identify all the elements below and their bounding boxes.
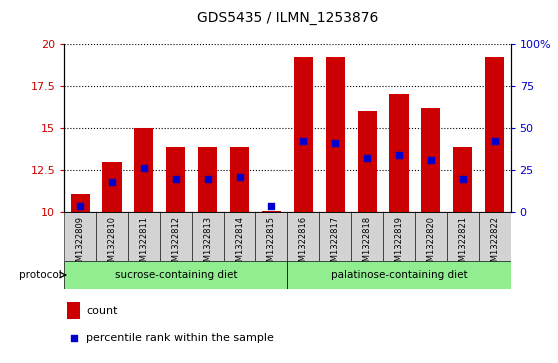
Text: GSM1322813: GSM1322813 <box>203 216 212 272</box>
Text: GSM1322820: GSM1322820 <box>426 216 435 272</box>
Bar <box>383 212 415 261</box>
Text: GSM1322821: GSM1322821 <box>458 216 467 272</box>
Point <box>203 176 212 182</box>
Text: GSM1322816: GSM1322816 <box>299 216 308 272</box>
Bar <box>326 57 345 212</box>
Bar <box>70 194 90 212</box>
Bar <box>96 212 128 261</box>
Text: GSM1322810: GSM1322810 <box>108 216 117 272</box>
Point <box>490 139 499 144</box>
Text: GSM1322811: GSM1322811 <box>140 216 148 272</box>
Point <box>267 203 276 208</box>
Bar <box>415 212 447 261</box>
Point <box>171 176 180 182</box>
Text: GSM1322815: GSM1322815 <box>267 216 276 272</box>
Bar <box>256 212 287 261</box>
Text: GSM1322812: GSM1322812 <box>171 216 180 272</box>
Bar <box>294 57 313 212</box>
Bar <box>230 147 249 212</box>
Text: GSM1322809: GSM1322809 <box>76 216 85 272</box>
Point <box>108 179 117 185</box>
Bar <box>485 57 504 212</box>
Text: palatinose-containing diet: palatinose-containing diet <box>331 270 467 280</box>
Bar <box>287 212 319 261</box>
Bar <box>453 147 472 212</box>
Bar <box>67 302 80 319</box>
Bar <box>134 128 153 212</box>
Text: GSM1322822: GSM1322822 <box>490 216 499 272</box>
Point <box>235 174 244 180</box>
Bar <box>103 162 122 212</box>
Bar <box>479 212 511 261</box>
Bar <box>358 111 377 212</box>
Bar <box>224 212 256 261</box>
Bar <box>198 147 217 212</box>
Bar <box>319 212 351 261</box>
Bar <box>389 94 408 212</box>
Point <box>76 203 85 208</box>
Bar <box>262 211 281 212</box>
Point <box>426 157 435 163</box>
Point <box>69 335 78 341</box>
Bar <box>166 147 185 212</box>
Text: GDS5435 / ILMN_1253876: GDS5435 / ILMN_1253876 <box>196 11 378 25</box>
Bar <box>351 212 383 261</box>
Text: GSM1322814: GSM1322814 <box>235 216 244 272</box>
Text: GSM1322818: GSM1322818 <box>363 216 372 272</box>
Text: percentile rank within the sample: percentile rank within the sample <box>86 333 274 343</box>
Point <box>299 139 308 144</box>
Text: GSM1322817: GSM1322817 <box>331 216 340 272</box>
Bar <box>64 212 96 261</box>
Point <box>363 155 372 161</box>
Point <box>331 140 340 146</box>
Bar <box>287 261 511 289</box>
Bar <box>447 212 479 261</box>
Point <box>395 152 403 158</box>
Text: protocol: protocol <box>18 270 61 280</box>
Text: sucrose-containing diet: sucrose-containing diet <box>114 270 237 280</box>
Point <box>458 176 467 182</box>
Text: count: count <box>86 306 117 315</box>
Bar <box>160 212 192 261</box>
Bar <box>421 108 440 212</box>
Text: GSM1322819: GSM1322819 <box>395 216 403 272</box>
Bar <box>192 212 224 261</box>
Bar <box>128 212 160 261</box>
Point <box>140 166 148 171</box>
Bar <box>64 261 287 289</box>
